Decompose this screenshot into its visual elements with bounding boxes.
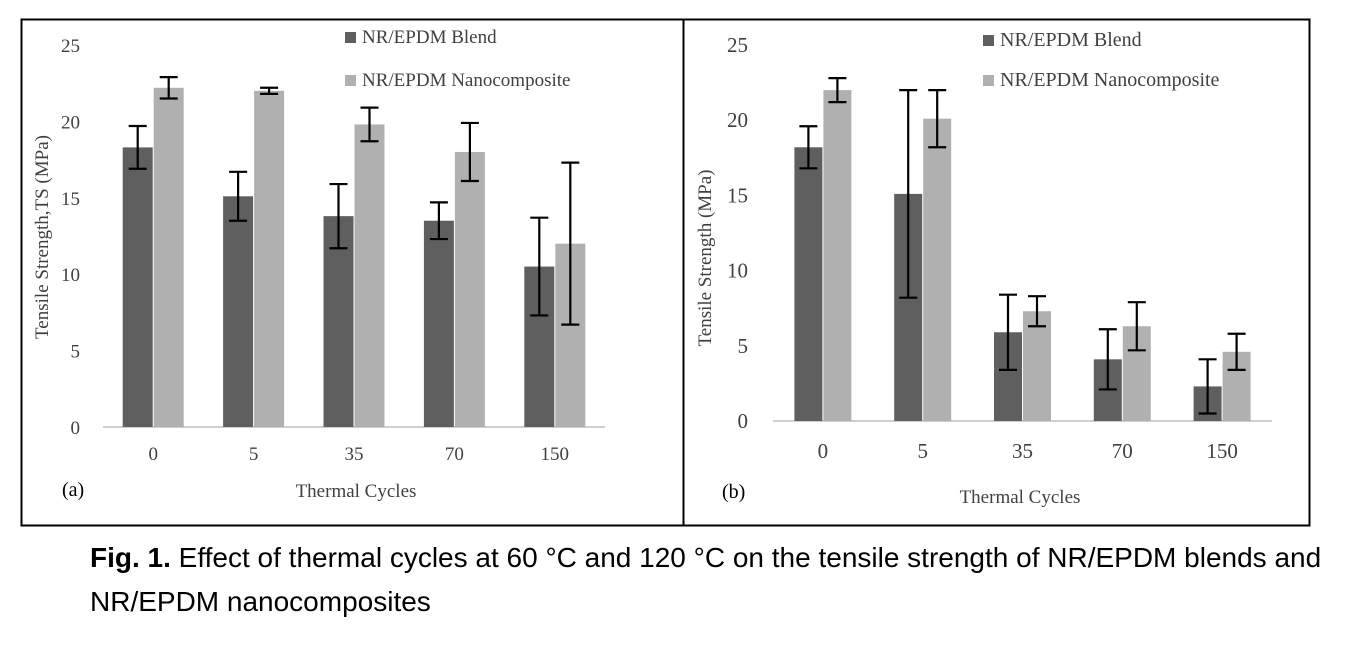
y-tick-label: 5	[738, 334, 749, 358]
bar	[794, 147, 823, 421]
legend-entry: NR/EPDM Blend	[1000, 29, 1142, 51]
chart-a: 0 5 10 15 20 25 0 5 35 70 150 Thermal Cycles Tensile…	[32, 27, 605, 502]
figure-caption: Fig. 1. Effect of thermal cycles at 60 °…	[90, 536, 1330, 624]
y-tick-label: 10	[61, 265, 80, 286]
bar	[354, 124, 385, 428]
caption-label: Fig. 1.	[90, 542, 171, 573]
y-tick-label: 15	[61, 189, 80, 210]
y-tick-label: 25	[61, 36, 80, 57]
x-tick-label: 70	[445, 444, 464, 465]
y-tick-label: 5	[71, 342, 81, 363]
x-tick-label: 150	[541, 444, 570, 465]
x-axis-label: Thermal Cycles	[296, 481, 417, 502]
y-tick-label: 15	[727, 183, 748, 207]
legend-swatch	[983, 75, 994, 86]
y-tick-label: 0	[738, 409, 749, 433]
bar	[122, 147, 153, 427]
legend-swatch	[345, 75, 356, 86]
y-tick-label: 0	[71, 418, 81, 439]
y-tick-label: 20	[61, 112, 80, 133]
bar	[454, 151, 485, 427]
legend-swatch	[345, 32, 356, 43]
y-tick-label: 20	[727, 108, 748, 132]
bar	[423, 220, 454, 427]
x-tick-label: 5	[917, 439, 928, 463]
y-tick-label: 10	[727, 259, 748, 283]
bar	[254, 90, 285, 427]
legend-swatch	[983, 35, 994, 46]
x-tick-label: 35	[345, 444, 364, 465]
bar	[223, 196, 254, 427]
bar	[323, 216, 354, 427]
x-tick-label: 150	[1206, 439, 1238, 463]
y-axis-label: Tensile Strength,TS (MPa)	[32, 135, 53, 339]
legend-entry: NR/EPDM Nanocomposite	[1000, 69, 1220, 91]
legend-entry: NR/EPDM Nanocomposite	[362, 70, 570, 91]
y-axis-label: Tensile Strength (MPa)	[695, 169, 716, 346]
panel-b-frame	[682, 18, 1311, 527]
x-tick-label: 70	[1112, 439, 1133, 463]
bar	[153, 87, 184, 427]
x-tick-label: 0	[818, 439, 829, 463]
caption-text: Effect of thermal cycles at 60 °C and 12…	[90, 542, 1322, 617]
y-tick-label: 25	[727, 33, 748, 57]
x-tick-label: 5	[249, 444, 259, 465]
panel-label: (b)	[722, 481, 745, 503]
x-tick-label: 0	[148, 444, 158, 465]
chart-b: 0 5 10 15 20 25 0 5 35 70 150 Thermal Cycles Tensile…	[695, 29, 1272, 508]
panel-label: (a)	[62, 479, 84, 501]
bar	[823, 90, 852, 422]
x-tick-label: 35	[1012, 439, 1033, 463]
legend-entry: NR/EPDM Blend	[362, 27, 497, 48]
x-axis-label: Thermal Cycles	[960, 487, 1081, 508]
bar	[1023, 311, 1051, 421]
bar	[923, 118, 952, 422]
